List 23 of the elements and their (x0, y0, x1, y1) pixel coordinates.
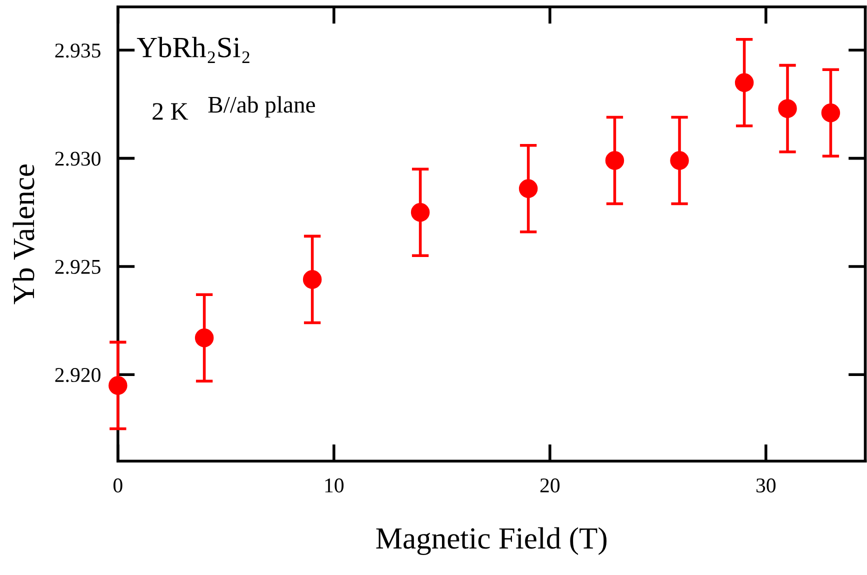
point (670, 151, 689, 170)
x-tick-label: 20 (540, 478, 560, 492)
x-tick-label: 0 (114, 478, 122, 492)
point (302, 270, 322, 289)
point (734, 73, 754, 92)
point (605, 151, 624, 170)
x-axis-title: Magnetic Field (T) (376, 527, 606, 556)
x-tick-label: 10 (325, 478, 344, 492)
y-tick-label: 2.930 (55, 152, 100, 166)
point (821, 104, 840, 122)
y-axis-title: Yb Valence (12, 164, 34, 304)
point (518, 179, 538, 198)
y-tick-label: 2.935 (55, 44, 100, 58)
annotation: 2 K (152, 103, 188, 120)
y-tick-label: 2.925 (55, 260, 100, 274)
annotation: YbRh₂Si₂ (136, 36, 250, 64)
point (194, 328, 214, 348)
point (778, 99, 797, 118)
annotation: B//ab plane (208, 96, 315, 118)
point (410, 203, 430, 222)
y-tick-label: 2.920 (55, 368, 100, 382)
point (108, 376, 128, 395)
x-tick-label: 30 (756, 478, 776, 492)
